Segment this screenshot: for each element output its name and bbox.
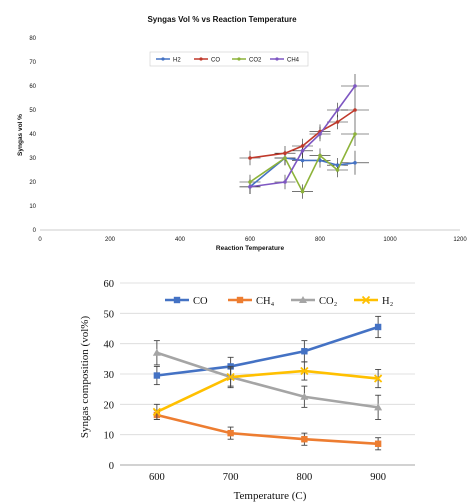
- chart-bottom-legend-label: CO: [193, 296, 208, 307]
- chart-bottom-series-line: [156, 325, 379, 377]
- chart-top-data-point: [335, 168, 340, 172]
- chart-top-series-line-ch4: [249, 85, 356, 188]
- chart-top-data-point: [283, 151, 287, 155]
- chart-top-y-tick-label: 10: [29, 204, 36, 210]
- chart-top-title: Syngas Vol % vs Reaction Temperature: [147, 15, 297, 24]
- chart-top-y-tick-label: 30: [29, 156, 36, 162]
- chart-top-data-point: [300, 149, 305, 153]
- chart-top-x-tick-label: 1000: [383, 237, 397, 243]
- chart-bottom-y-tick-label: 30: [104, 370, 115, 381]
- chart-bottom-data-point: [374, 440, 382, 447]
- chart-top-plot: [239, 74, 369, 199]
- chart-top-data-point: [318, 153, 322, 158]
- chart-bottom-legend: CO CH₄ CO₂ H₂: [165, 295, 394, 307]
- chart-bottom-x-tick-label: 700: [223, 472, 239, 483]
- chart-bottom-data-point: [374, 323, 382, 331]
- chart-top-y-tick-label: 40: [29, 132, 36, 138]
- chart-top-y-tick-label: 80: [29, 36, 36, 42]
- chart-bottom-data-point: [226, 372, 235, 382]
- chart-top-data-point: [300, 189, 305, 194]
- chart-bottom-data-point: [301, 348, 308, 355]
- chart-top-data-point: [318, 158, 322, 163]
- chart-top-y-tick-label: 70: [29, 60, 36, 66]
- chart-top-data-point: [353, 132, 357, 136]
- chart-top-x-axis-label: Reaction Temperature: [216, 245, 285, 252]
- chart-top-data-point: [248, 180, 252, 184]
- chart-bottom-legend-marker: [236, 296, 244, 304]
- chart-bottom-data-point: [374, 403, 383, 411]
- chart-top-legend: H2 CO CO2 CH4: [149, 51, 309, 67]
- chart-top-data-point: [300, 144, 305, 148]
- chart-bottom-series-line: [156, 369, 379, 414]
- chart-bottom-plot: [152, 315, 383, 451]
- chart-bottom-legend-marker: [299, 296, 307, 303]
- chart-top-data-point: [335, 120, 340, 124]
- chart-top-y-tick-label: 50: [29, 108, 36, 114]
- chart-top-legend-label: CO2: [249, 58, 262, 64]
- chart-top-x-tick-label: 400: [175, 237, 186, 243]
- chart-top-legend-label: CO: [211, 58, 220, 64]
- chart-top-data-point: [283, 180, 287, 184]
- chart-top-data-point: [283, 156, 287, 160]
- chart-bottom: 0 10 20 30 40 50 60 600 700 800 900 CO CH₄ CO₂ H₂ Tem…: [79, 279, 415, 502]
- chart-top-data-point: [248, 156, 252, 160]
- chart-top-legend-marker: [199, 57, 203, 61]
- chart-top-legend-marker: [237, 57, 241, 61]
- chart-bottom-axes: 0 10 20 30 40 50 60 600 700 800 900: [104, 279, 415, 483]
- chart-bottom-legend-label: CH₄: [256, 296, 275, 307]
- chart-bottom-y-tick-label: 0: [109, 461, 114, 472]
- chart-bottom-data-point: [153, 372, 161, 379]
- chart-top: Syngas Vol % vs Reaction Temperature 0 10…: [17, 15, 467, 252]
- chart-top-legend-label: H2: [173, 58, 181, 64]
- chart-top-data-point: [248, 185, 252, 189]
- chart-top-legend-marker: [161, 57, 165, 61]
- chart-top-series-line-co: [249, 109, 356, 159]
- chart-bottom-data-point: [152, 407, 162, 417]
- chart-top-data-point: [353, 84, 357, 88]
- chart-top-data-point: [300, 158, 305, 163]
- chart-bottom-y-tick-label: 10: [104, 431, 115, 442]
- chart-top-x-tick-label: 0: [38, 237, 42, 243]
- chart-bottom-legend-label: H₂: [382, 296, 394, 307]
- chart-top-data-point: [335, 108, 340, 112]
- chart-bottom-series-line: [156, 413, 379, 446]
- chart-top-legend-box: [149, 51, 309, 67]
- chart-bottom-legend-label: CO₂: [319, 296, 338, 307]
- chart-top-data-point: [353, 108, 357, 112]
- chart-bottom-data-point: [300, 392, 309, 400]
- chart-bottom-data-point: [301, 436, 308, 443]
- chart-bottom-y-tick-label: 40: [104, 340, 115, 351]
- chart-top-data-point: [353, 161, 357, 165]
- chart-bottom-y-tick-label: 60: [104, 279, 115, 290]
- chart-bottom-data-point: [300, 366, 309, 376]
- chart-bottom-y-axis-label: Syngas composition (vol%): [79, 316, 91, 439]
- chart-top-x-tick-label: 200: [105, 237, 116, 243]
- chart-top-x-tick-label: 1200: [453, 237, 467, 243]
- chart-top-y-axis-label: Syngas vol %: [17, 114, 24, 156]
- chart-top-y-tick-label: 20: [29, 180, 36, 186]
- chart-top-x-tick-label: 600: [245, 237, 256, 243]
- chart-bottom-y-tick-label: 20: [104, 400, 115, 411]
- chart-bottom-data-point: [373, 374, 383, 383]
- chart-bottom-x-axis-label: Temperature (C): [234, 490, 307, 502]
- chart-top-x-tick-label: 800: [315, 237, 326, 243]
- chart-top-legend-marker: [275, 57, 279, 61]
- chart-bottom-y-tick-label: 50: [104, 309, 115, 320]
- chart-bottom-series-line: [156, 351, 379, 409]
- chart-top-legend-label: CH4: [287, 58, 300, 64]
- chart-bottom-x-tick-label: 900: [370, 472, 386, 483]
- chart-bottom-data-point: [152, 348, 161, 356]
- chart-top-y-tick-label: 0: [33, 228, 37, 234]
- chart-bottom-legend-marker: [361, 295, 371, 305]
- chart-bottom-data-point: [227, 429, 234, 437]
- chart-bottom-x-tick-label: 800: [297, 472, 313, 483]
- chart-top-series-line-co2: [249, 133, 356, 194]
- chart-top-data-point: [318, 132, 322, 136]
- chart-top-y-tick-label: 60: [29, 84, 36, 90]
- chart-bottom-x-tick-label: 600: [149, 472, 165, 483]
- chart-bottom-legend-marker: [173, 296, 181, 304]
- chart-top-data-point: [335, 163, 340, 167]
